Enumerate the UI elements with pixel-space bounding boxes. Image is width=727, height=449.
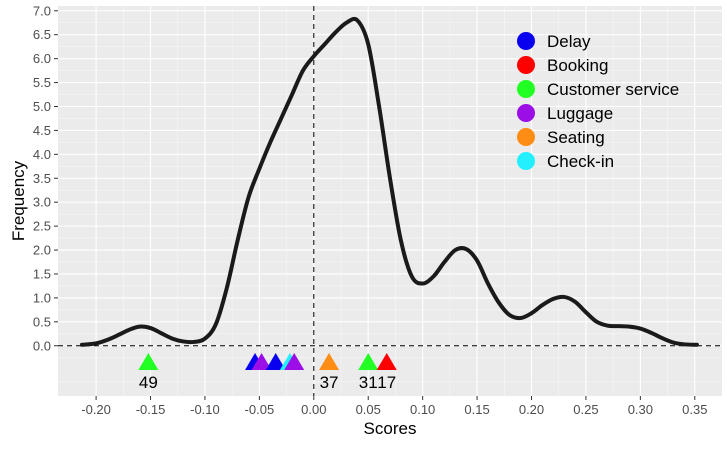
- score-marker-triangle: [358, 353, 379, 370]
- legend-swatch: [517, 128, 535, 146]
- major-gridlines: [58, 6, 722, 396]
- legend-label: Booking: [547, 56, 608, 75]
- x-tick-label: -0.15: [136, 402, 166, 417]
- y-tick-label: 5.5: [33, 75, 51, 90]
- score-marker-triangle: [251, 353, 272, 370]
- x-tick-label: 0.30: [628, 402, 653, 417]
- legend-label: Customer service: [547, 80, 679, 99]
- x-tick-label: -0.20: [81, 402, 111, 417]
- y-tick-label: 1.0: [33, 290, 51, 305]
- y-tick-label: 2.0: [33, 243, 51, 258]
- x-tick-label: -0.05: [245, 402, 275, 417]
- y-tick-label: 0.0: [33, 338, 51, 353]
- legend-label: Luggage: [547, 104, 613, 123]
- legend-swatch: [517, 56, 535, 74]
- reference-lines: [58, 6, 722, 396]
- y-tick-label: 3.0: [33, 195, 51, 210]
- density-curve: [79, 16, 699, 347]
- marker-count-label: 37: [320, 373, 339, 392]
- legend: Delay Booking Customer service Luggage Seati…: [517, 32, 679, 171]
- x-tick-label: 0.15: [464, 402, 489, 417]
- legend-label: Delay: [547, 32, 591, 51]
- y-tick-label: 6.5: [33, 27, 51, 42]
- x-tick-label: 0.35: [682, 402, 707, 417]
- y-tick-label: 3.5: [33, 171, 51, 186]
- x-axis-title: Scores: [364, 419, 417, 438]
- legend-swatch: [517, 32, 535, 50]
- y-tick-label: 4.0: [33, 147, 51, 162]
- score-marker-triangle: [284, 353, 305, 370]
- score-marker-triangle: [376, 353, 397, 370]
- density-layer: [79, 16, 699, 347]
- score-marker-triangle: [138, 353, 159, 370]
- y-tick-label: 0.5: [33, 314, 51, 329]
- legend-swatch: [517, 80, 535, 98]
- y-tick-label: 5.0: [33, 99, 51, 114]
- x-axis: -0.20 -0.15 -0.10 -0.05 0.00 0.05 0.10 0.15 0.20…: [81, 396, 707, 417]
- x-tick-label: -0.10: [190, 402, 220, 417]
- legend-label: Seating: [547, 128, 605, 147]
- legend-swatch: [517, 104, 535, 122]
- legend-label: Check-in: [547, 152, 614, 171]
- marker-count-label: 17: [377, 373, 396, 392]
- x-tick-label: 0.10: [410, 402, 435, 417]
- y-tick-label: 7.0: [33, 3, 51, 18]
- y-tick-label: 2.5: [33, 219, 51, 234]
- x-tick-label: 0.05: [356, 402, 381, 417]
- panel-background: [58, 6, 722, 396]
- x-tick-label: 0.00: [301, 402, 326, 417]
- y-axis: 0.0 0.5 1.0 1.5 2.0 2.5 3.0 3.5 4.0 4.5 5.0 5.5 6.0 6…: [33, 3, 58, 353]
- y-tick-label: 6.0: [33, 51, 51, 66]
- score-markers: [138, 353, 397, 370]
- x-tick-label: 0.25: [573, 402, 598, 417]
- score-marker-triangle: [319, 353, 340, 370]
- marker-count-label: 31: [359, 373, 378, 392]
- marker-count-label: 49: [139, 373, 158, 392]
- y-tick-label: 1.5: [33, 266, 51, 281]
- y-axis-title: Frequency: [9, 160, 28, 241]
- marker-labels: 49 37 31 17: [139, 373, 396, 392]
- y-tick-label: 4.5: [33, 123, 51, 138]
- x-tick-label: 0.20: [519, 402, 544, 417]
- legend-swatch: [517, 152, 535, 170]
- score-marker-triangle: [265, 353, 286, 370]
